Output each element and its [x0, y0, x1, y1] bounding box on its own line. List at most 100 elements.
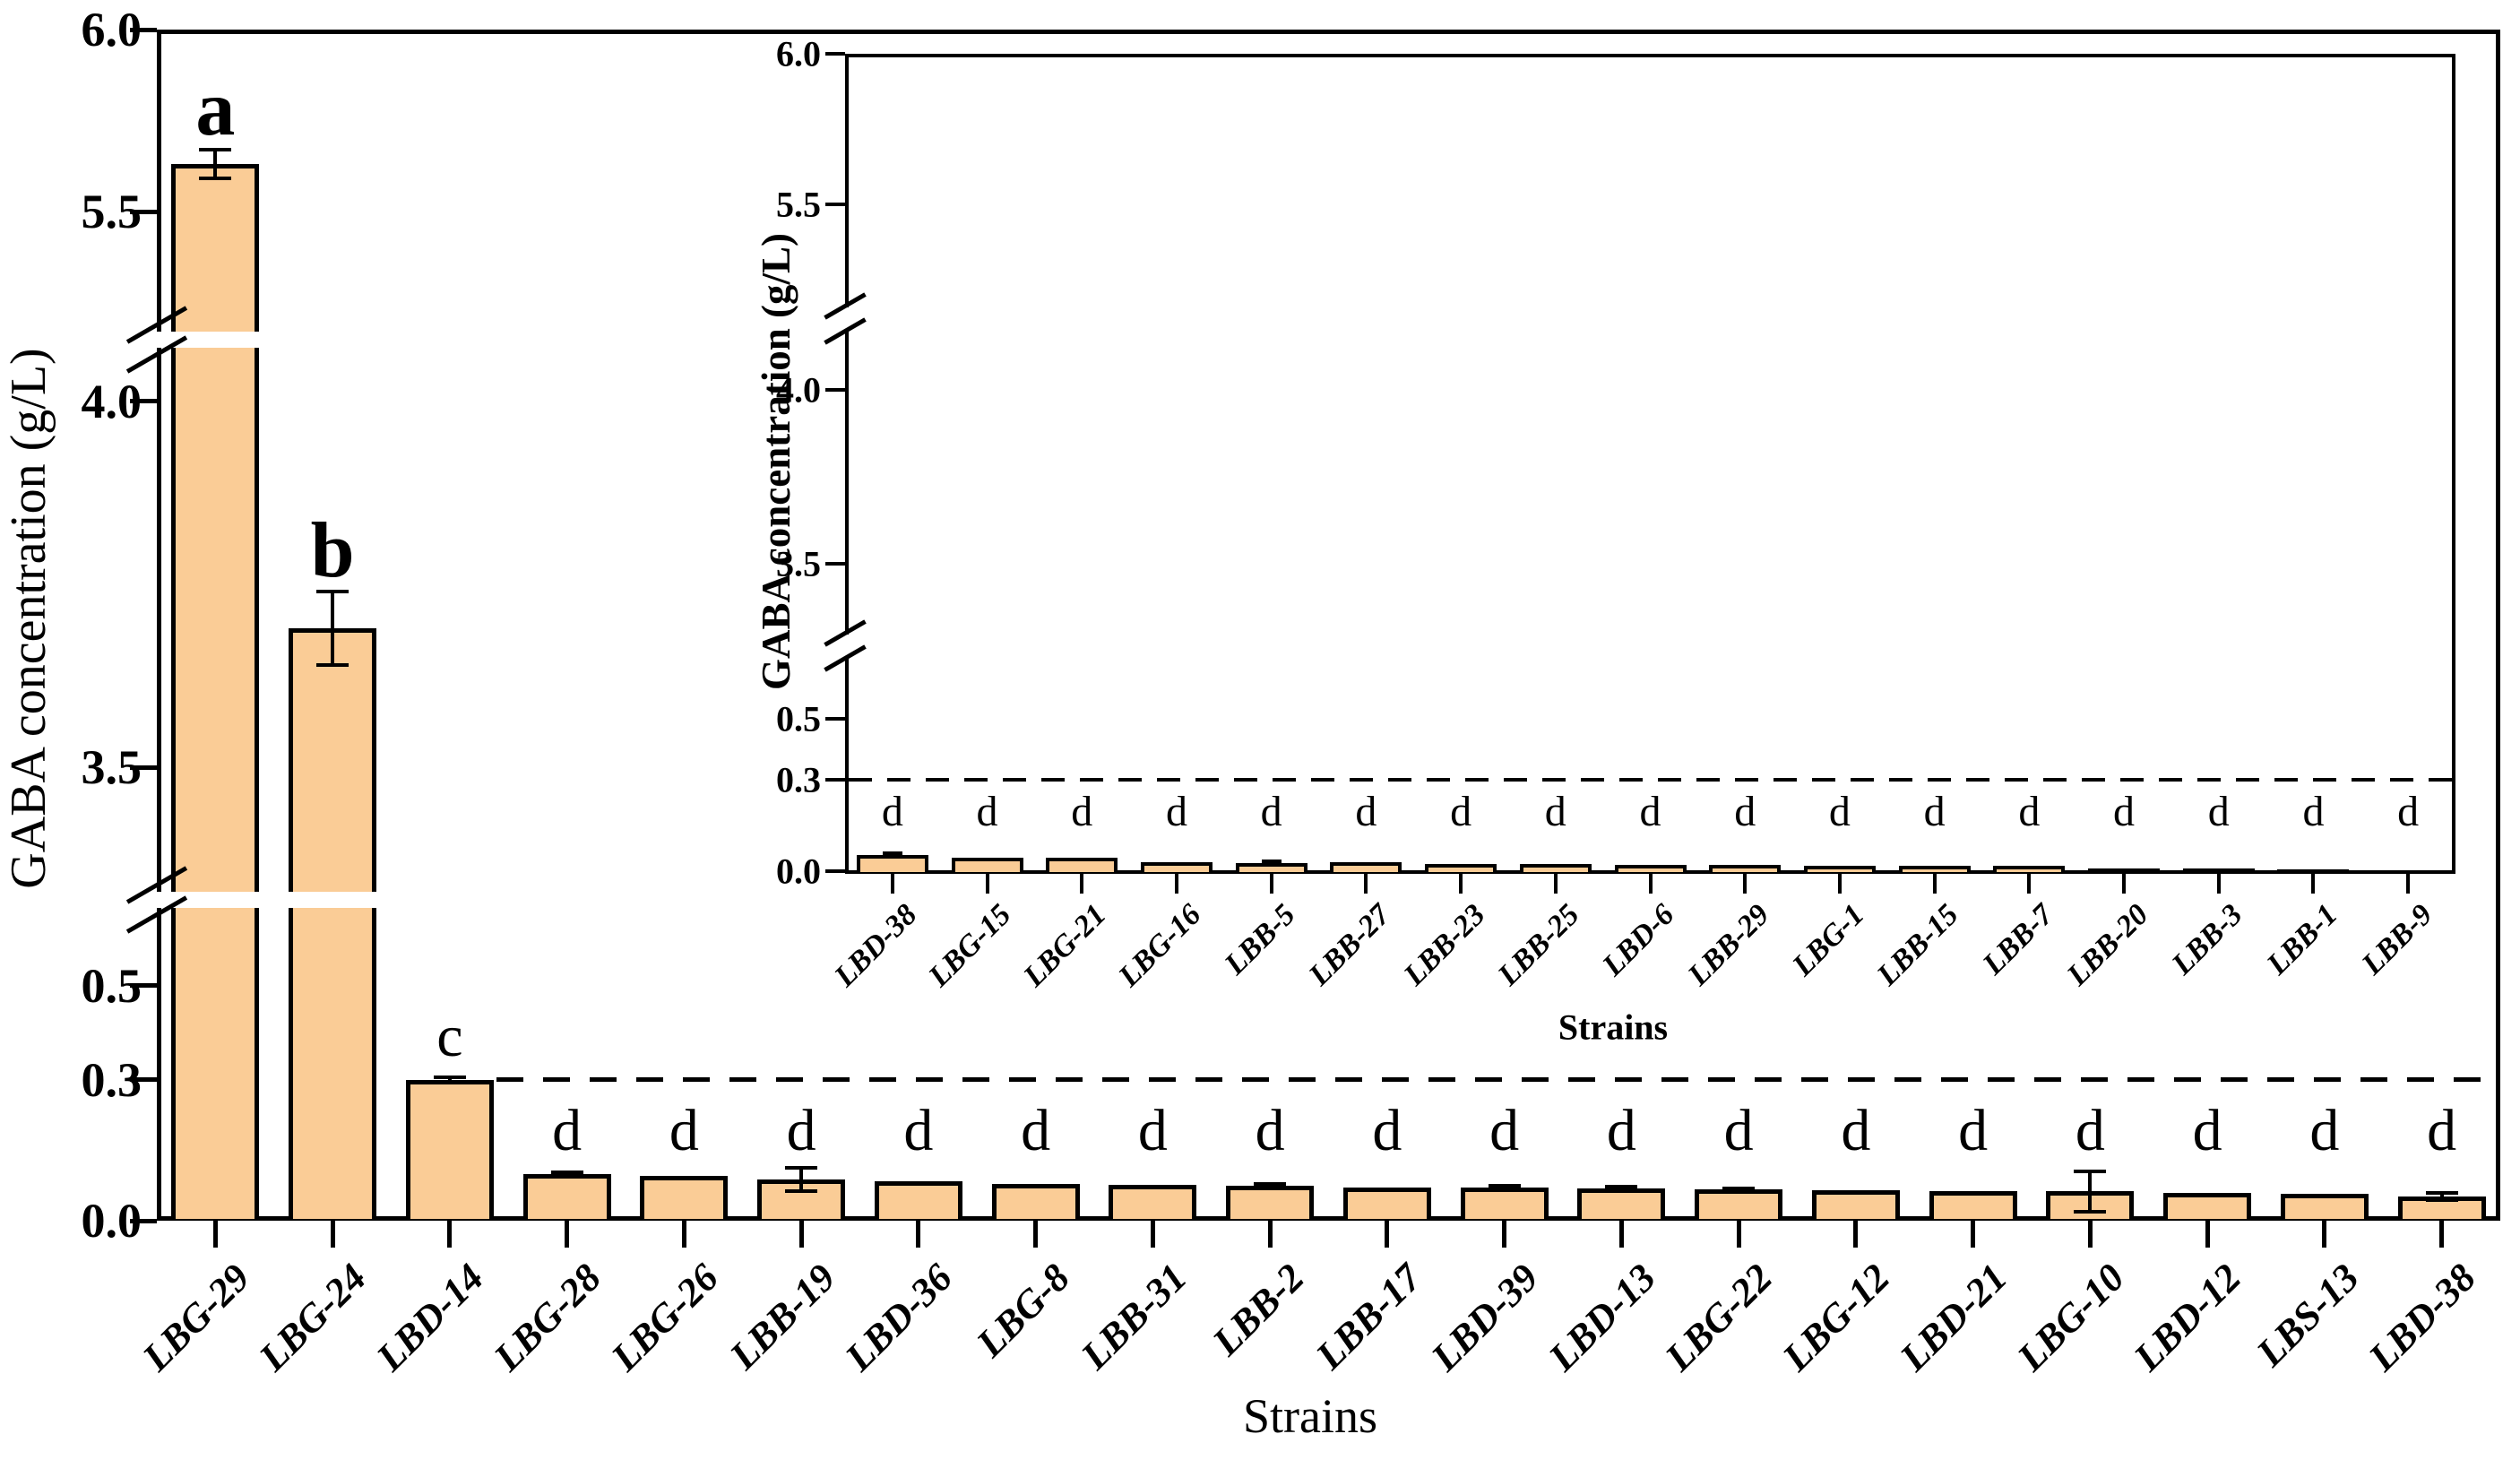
inset-x-tick: [1837, 874, 1842, 894]
inset-error-bar-cap: [882, 851, 902, 855]
inset-bar: [2182, 868, 2255, 873]
inset-x-tick: [1932, 874, 1937, 894]
main-sig-letter: d: [786, 1098, 816, 1163]
inset-y-tick-label: 4.0: [776, 369, 821, 410]
inset-sig-letter: d: [1165, 788, 1187, 835]
inset-bar: [1425, 863, 1497, 872]
main-x-tick: [1033, 1221, 1039, 1248]
main-sig-letter: d: [2075, 1098, 2105, 1163]
inset-x-tick: [2122, 874, 2127, 894]
main-strain-label: LBG-24: [251, 1255, 375, 1380]
main-bar: [1342, 1187, 1431, 1219]
inset-sig-letter: d: [1544, 788, 1566, 835]
main-bar: [2163, 1193, 2252, 1219]
inset-y-tick: [825, 388, 845, 392]
main-error-bar-cap: [199, 147, 232, 151]
main-x-tick: [1736, 1221, 1741, 1248]
main-x-tick: [1618, 1221, 1624, 1248]
inset-bar: [1709, 865, 1782, 872]
main-bar: [1695, 1189, 1783, 1219]
inset-bar: [2088, 868, 2161, 872]
main-sig-letter: d: [1137, 1098, 1168, 1163]
main-bar: [1929, 1190, 2017, 1219]
inset-sig-letter: d: [1923, 788, 1946, 835]
main-y-tick-label: 0.0: [81, 1194, 142, 1248]
inset-bar: [1993, 866, 2066, 872]
inset-y-axis-title: GABA concentration (g/L): [754, 233, 798, 690]
main-error-bar: [1619, 1186, 1624, 1191]
main-x-tick: [1853, 1221, 1859, 1248]
main-error-bar-cap: [199, 177, 232, 181]
main-y-tick-label: 6.0: [81, 3, 142, 56]
main-bar: [522, 1174, 611, 1219]
main-bar: [1226, 1186, 1315, 1219]
inset-bar: [1330, 862, 1402, 872]
inset-bar: [1803, 865, 1876, 872]
main-x-tick: [2087, 1221, 2093, 1248]
inset-x-tick: [1364, 874, 1368, 894]
inset-y-tick: [825, 716, 845, 721]
main-y-tick-label: 5.5: [81, 185, 142, 238]
main-y-tick-label: 3.5: [81, 740, 142, 795]
main-sig-letter: c: [436, 1003, 463, 1069]
main-x-tick: [565, 1221, 570, 1248]
main-y-tick: [130, 765, 157, 770]
main-strain-label: LBG-8: [968, 1255, 1078, 1366]
inset-axis-break-gap: [841, 307, 851, 329]
main-sig-letter: a: [195, 65, 236, 152]
main-strain-label: LBG-12: [1773, 1255, 1899, 1380]
main-x-tick: [2322, 1221, 2327, 1248]
inset-y-tick-label: 5.5: [776, 184, 821, 225]
main-error-bar: [1268, 1184, 1273, 1188]
main-bar: [991, 1184, 1080, 1219]
main-y-tick: [130, 983, 157, 989]
inset-bar: [1898, 865, 1971, 872]
main-sig-letter: d: [1606, 1098, 1636, 1163]
main-x-tick: [2205, 1221, 2210, 1248]
inset-x-tick: [1553, 874, 1558, 894]
main-y-tick-label: 4.0: [81, 374, 142, 428]
inset-sig-letter: d: [1071, 788, 1093, 835]
inset-sig-letter: d: [2207, 788, 2230, 835]
inset-sig-letter: d: [2113, 788, 2136, 835]
main-error-bar: [213, 149, 218, 179]
main-strain-label: LBG-26: [602, 1255, 727, 1380]
main-x-tick: [447, 1221, 453, 1248]
main-bar: [1109, 1185, 1197, 1219]
inset-y-tick: [825, 52, 845, 56]
inset-error-bar-cap: [1261, 862, 1282, 867]
main-sig-letter: d: [1958, 1098, 1989, 1163]
main-error-bar: [799, 1167, 804, 1191]
main-sig-letter: d: [1489, 1098, 1520, 1163]
inset-x-tick: [2027, 874, 2032, 894]
main-strain-label: LBB-19: [721, 1255, 844, 1378]
inset-error-bar-cap: [882, 854, 902, 859]
main-strain-label: LBD-14: [367, 1255, 493, 1380]
inset-x-tick: [1743, 874, 1748, 894]
inset-sig-letter: d: [1355, 788, 1377, 835]
main-sig-letter: d: [2427, 1098, 2457, 1163]
inset-y-tick-label: 3.5: [776, 543, 821, 584]
main-y-tick: [130, 1218, 157, 1223]
main-dashed-threshold-line: [496, 1077, 2498, 1083]
inset-y-tick-label: 0.3: [776, 759, 821, 800]
inset-x-tick: [1080, 874, 1084, 894]
main-plot-frame: [157, 30, 2500, 1221]
main-x-tick: [212, 1221, 218, 1248]
main-sig-letter: d: [552, 1098, 583, 1163]
inset-y-tick: [825, 562, 845, 566]
main-sig-letter: d: [1723, 1098, 1754, 1163]
main-error-bar-cap: [316, 590, 350, 594]
main-error-bar-cap: [1488, 1184, 1521, 1188]
inset-axis-break-gap: [841, 635, 851, 656]
main-sig-letter: d: [1372, 1098, 1402, 1163]
main-strain-label: LBB-17: [1307, 1255, 1430, 1378]
main-axis-break-gap: [151, 332, 842, 348]
inset-bar: [951, 858, 1023, 872]
inset-sig-letter: d: [2018, 788, 2041, 835]
main-error-bar-cap: [1722, 1188, 1756, 1193]
inset-bar: [1519, 864, 1592, 872]
main-strain-label: LBB-2: [1204, 1255, 1313, 1364]
inset-x-tick: [1648, 874, 1653, 894]
main-sig-letter: b: [310, 507, 355, 595]
